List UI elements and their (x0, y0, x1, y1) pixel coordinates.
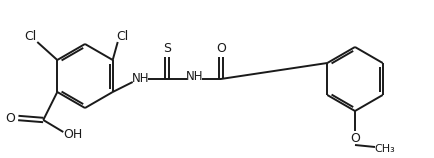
Text: NH: NH (132, 73, 149, 85)
Text: Cl: Cl (117, 30, 129, 43)
Text: CH₃: CH₃ (375, 144, 395, 154)
Text: OH: OH (64, 128, 83, 140)
Text: Cl: Cl (24, 30, 36, 43)
Text: O: O (216, 43, 226, 55)
Text: O: O (5, 112, 15, 125)
Text: O: O (350, 131, 360, 145)
Text: S: S (163, 43, 171, 55)
Text: NH: NH (186, 70, 204, 82)
